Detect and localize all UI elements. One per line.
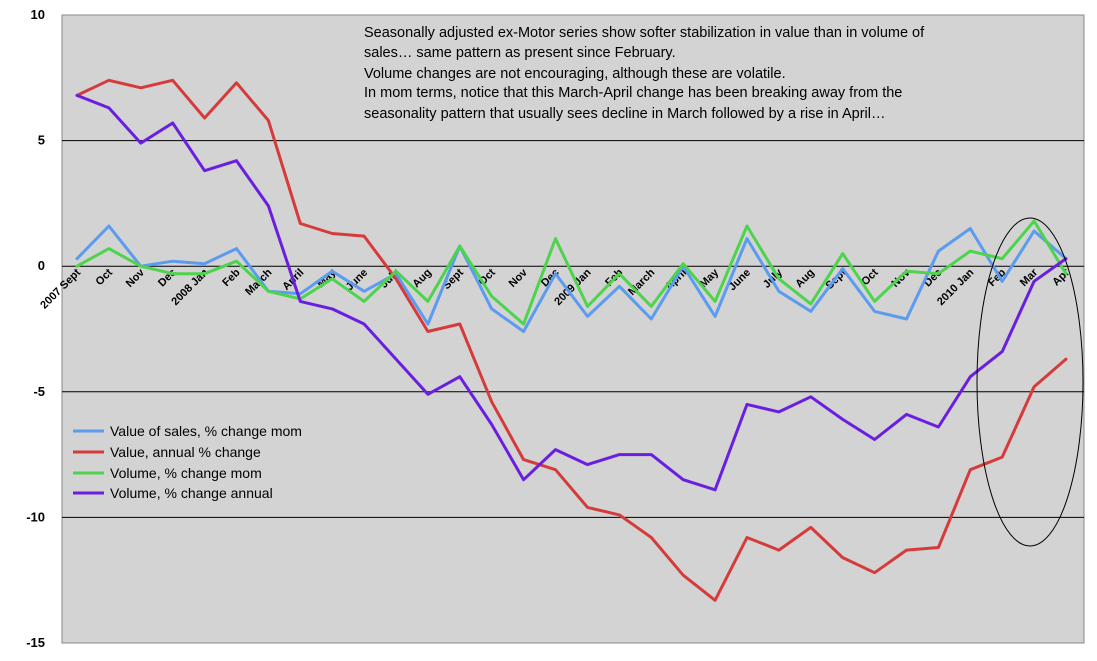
- legend-label-value-mom: Value of sales, % change mom: [110, 423, 302, 439]
- y-tick-label: -10: [26, 509, 45, 524]
- annotation-line-5: seasonality pattern that usually sees de…: [364, 106, 885, 122]
- annotation-line-3: Volume changes are not encouraging, alth…: [364, 66, 786, 82]
- series-lines: [75, 78, 1068, 602]
- series-line-3: [75, 93, 1068, 492]
- annotation-line-1: Seasonally adjusted ex-Motor series show…: [364, 25, 925, 41]
- y-tick-label: 0: [38, 258, 45, 273]
- series-line-2: [75, 219, 1068, 326]
- highlight-ellipse: [976, 217, 1084, 547]
- legend: Value of sales, % change mom Value, annu…: [73, 423, 302, 501]
- legend-label-volume-annual: Volume, % change annual: [110, 485, 273, 501]
- legend-label-volume-mom: Volume, % change mom: [110, 465, 262, 481]
- legend-label-value-annual: Value, annual % change: [110, 444, 261, 460]
- series-line-0: [75, 224, 1068, 333]
- plot-area: [61, 14, 1085, 644]
- y-tick-label: -5: [33, 384, 45, 399]
- annotation-line-4: In mom terms, notice that this March-Apr…: [364, 85, 902, 101]
- y-tick-label: 10: [31, 7, 45, 22]
- y-axis-tick-labels: 10 5 0 -5 -10 -15: [26, 7, 45, 650]
- series-line-1: [75, 78, 1068, 602]
- y-tick-label: 5: [38, 133, 45, 148]
- y-tick-label: -15: [26, 635, 45, 650]
- annotation-line-2: sales… same pattern as present since Feb…: [364, 45, 676, 61]
- gridlines: [62, 140, 1084, 518]
